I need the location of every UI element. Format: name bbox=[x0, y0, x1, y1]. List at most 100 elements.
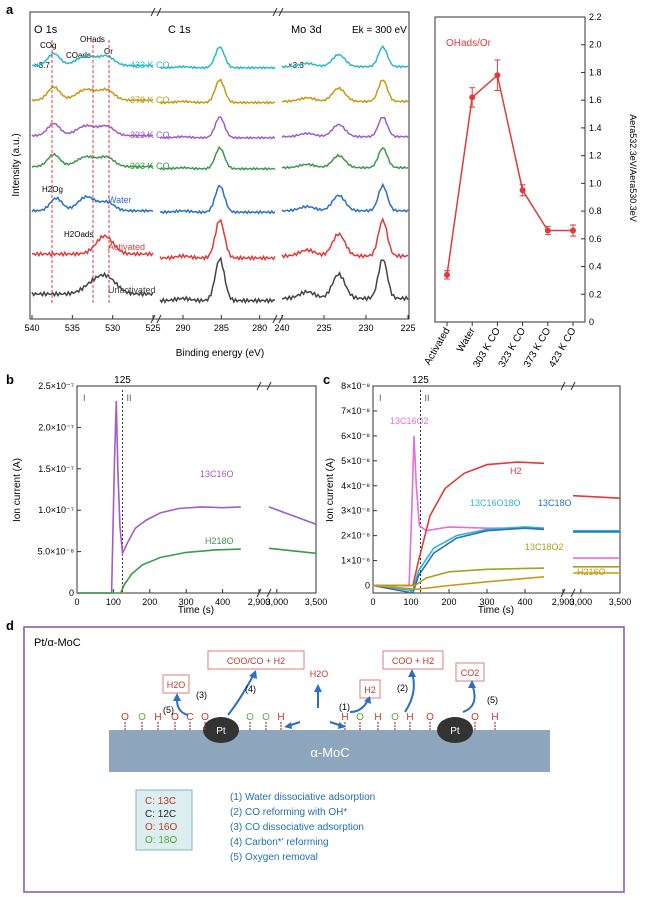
ratio-category-0: Activated bbox=[423, 326, 453, 367]
ratio-ytick-label-4: 0.8 bbox=[589, 206, 602, 216]
ratio-frame bbox=[434, 16, 586, 323]
peak-label-cog: COg bbox=[40, 41, 56, 50]
xps-series-label-2: 323 K CO bbox=[130, 130, 170, 140]
ratio-title: OHads/Or bbox=[446, 38, 492, 49]
step-num-5a: (5) bbox=[163, 705, 174, 715]
panel-b-ylabel: Ion current (A) bbox=[12, 458, 23, 522]
ion-xtick-label-2-5: 2,900 bbox=[248, 597, 271, 607]
arrowhead-4 bbox=[249, 670, 257, 679]
ratio-ytick-label-11: 2.2 bbox=[589, 12, 602, 22]
ion-series-2-0 bbox=[77, 400, 241, 594]
arrowhead-h2o bbox=[314, 684, 322, 692]
xps-tick-label-1-2: 280 bbox=[252, 323, 267, 333]
xps-trace-2-region-2 bbox=[281, 116, 409, 139]
step-3: (3) CO dissociative adsorption bbox=[230, 822, 364, 833]
ratio-y-ticks: 0 0.2 0.4 0.6 0.8 1.0 1.2 1.4 1.6 1.8 2.0 2.2 bbox=[581, 12, 602, 327]
legend-18o: O: 18O bbox=[145, 835, 177, 846]
xps-trace-6-region-1 bbox=[159, 256, 276, 305]
xps-tick-label-0-3: 525 bbox=[145, 323, 160, 333]
isotope-legend bbox=[135, 789, 193, 851]
ratio-point-0 bbox=[444, 271, 450, 278]
ratio-point-1 bbox=[469, 94, 476, 101]
xps-tick-label-2-2: 230 bbox=[358, 323, 373, 333]
peak-label-ohads: OHads bbox=[80, 35, 105, 44]
xps-trace-0-region-1 bbox=[159, 46, 276, 70]
ion-xtick-label-3-5: 2,900 bbox=[552, 597, 575, 607]
ion-marker-label-2: 125 bbox=[114, 375, 131, 386]
product-6: CO2 bbox=[461, 668, 480, 678]
product-4: H2 bbox=[364, 685, 376, 695]
ion-series-label-3-4: 13C18O2 bbox=[525, 542, 564, 552]
ion-xtick-label-3-3: 300 bbox=[479, 597, 494, 607]
panel-label-b: b bbox=[6, 372, 14, 387]
panel-c-frame bbox=[372, 385, 621, 594]
ion-series-3-0 bbox=[373, 435, 544, 587]
panel-b-xlabel: Time (s) bbox=[178, 605, 214, 616]
step-num-5b: (5) bbox=[487, 695, 498, 705]
ion-series-3-4 bbox=[373, 567, 545, 587]
moc-slab bbox=[109, 730, 550, 772]
ion-xtick-label-2-2: 200 bbox=[142, 597, 157, 607]
ratio-marks bbox=[444, 59, 576, 280]
xps-series-label-6: Unactivated bbox=[108, 285, 156, 295]
ion-ytick-label-2-2: 1.0×10⁻⁷ bbox=[38, 505, 74, 515]
product-5: COO + H2 bbox=[392, 656, 434, 666]
ion-series-label-2-0: 13C16O bbox=[200, 469, 234, 479]
peak-label-h2oads: H2Oads bbox=[64, 230, 93, 239]
xps-trace-6-region-2 bbox=[281, 259, 409, 302]
ratio-ytick-label-5: 1.0 bbox=[589, 178, 602, 188]
ratio-ylabel: Aera532.3eV/Aera530.3eV bbox=[628, 114, 638, 222]
ratio-point-2 bbox=[494, 72, 501, 79]
ion-series-label-2-1: H218O bbox=[205, 536, 234, 546]
step-5: (5) Oxygen removal bbox=[230, 852, 318, 863]
xps-trace-5-region-2 bbox=[281, 217, 409, 260]
product-box-6 bbox=[455, 662, 485, 682]
xps-trace-2-region-1 bbox=[159, 116, 276, 140]
ratio-ytick-label-2: 0.4 bbox=[589, 262, 602, 272]
arrowhead-2 bbox=[408, 669, 416, 677]
ion-ytick-label-3-0: 0 bbox=[365, 581, 370, 591]
xps-tick-label-1-0: 290 bbox=[175, 323, 190, 333]
ion-xtick-label-3-7: 3,500 bbox=[609, 597, 632, 607]
product-box-5 bbox=[382, 650, 444, 670]
adsorbate-atom-13: H bbox=[406, 712, 413, 723]
panel-label-a: a bbox=[6, 2, 14, 17]
arrowhead-spread-left bbox=[284, 722, 292, 729]
ion-xtick-label-2-1: 100 bbox=[106, 597, 121, 607]
xps-tick-label-2-3: 225 bbox=[400, 323, 415, 333]
region-title-c1s: C 1s bbox=[168, 24, 191, 36]
ion-ytick-label-3-3: 3×10⁻⁸ bbox=[341, 506, 370, 516]
ion-break-gap-2 bbox=[260, 387, 268, 592]
panel-b-frame bbox=[76, 385, 317, 594]
ion-series-3-5 bbox=[372, 576, 545, 591]
xps-trace-4-region-2 bbox=[281, 182, 409, 214]
region-title-mo3d: Mo 3d bbox=[291, 24, 322, 36]
ion-ytick-label-3-2: 2×10⁻⁸ bbox=[341, 531, 370, 541]
xps-series-label-3: 303 K CO bbox=[130, 161, 170, 171]
ion-ytick-label-3-1: 1×10⁻⁸ bbox=[341, 556, 370, 566]
ion-break-mark-bot-2 bbox=[256, 588, 272, 598]
step-num-4: (4) bbox=[245, 684, 256, 694]
ion-xtick-label-3-6: 3,000 bbox=[570, 597, 593, 607]
step-num-3: (3) bbox=[196, 690, 207, 700]
ratio-point-5 bbox=[570, 227, 576, 234]
xps-series-label-0: 423 K CO bbox=[130, 60, 170, 70]
ion-xtick-label-3-2: 200 bbox=[441, 597, 456, 607]
ion-series-tail-2-0 bbox=[268, 506, 317, 526]
ion-series-tail-3-1 bbox=[572, 494, 621, 499]
ratio-ytick-label-0: 0 bbox=[589, 317, 594, 327]
xps-trace-1-region-1 bbox=[159, 78, 276, 105]
ratio-category-1: Water bbox=[455, 325, 478, 354]
xps-series-label-1: 373 K CO bbox=[130, 95, 170, 105]
panel-b-content: 0 5.0×10⁻⁸ 1.0×10⁻⁷ 1.5×10⁻⁷ 2.0×10⁻⁷ 2.5×10⁻… bbox=[38, 375, 328, 607]
ion-xtick-label-3-0: 0 bbox=[370, 597, 375, 607]
xps-axis-break-1 bbox=[150, 314, 162, 324]
xps-trace-4-region-1 bbox=[159, 184, 276, 215]
ion-break-mark-top-2 bbox=[256, 381, 272, 391]
legend-16o: O: 16O bbox=[145, 822, 177, 833]
moc-label: α-MoC bbox=[310, 745, 349, 760]
